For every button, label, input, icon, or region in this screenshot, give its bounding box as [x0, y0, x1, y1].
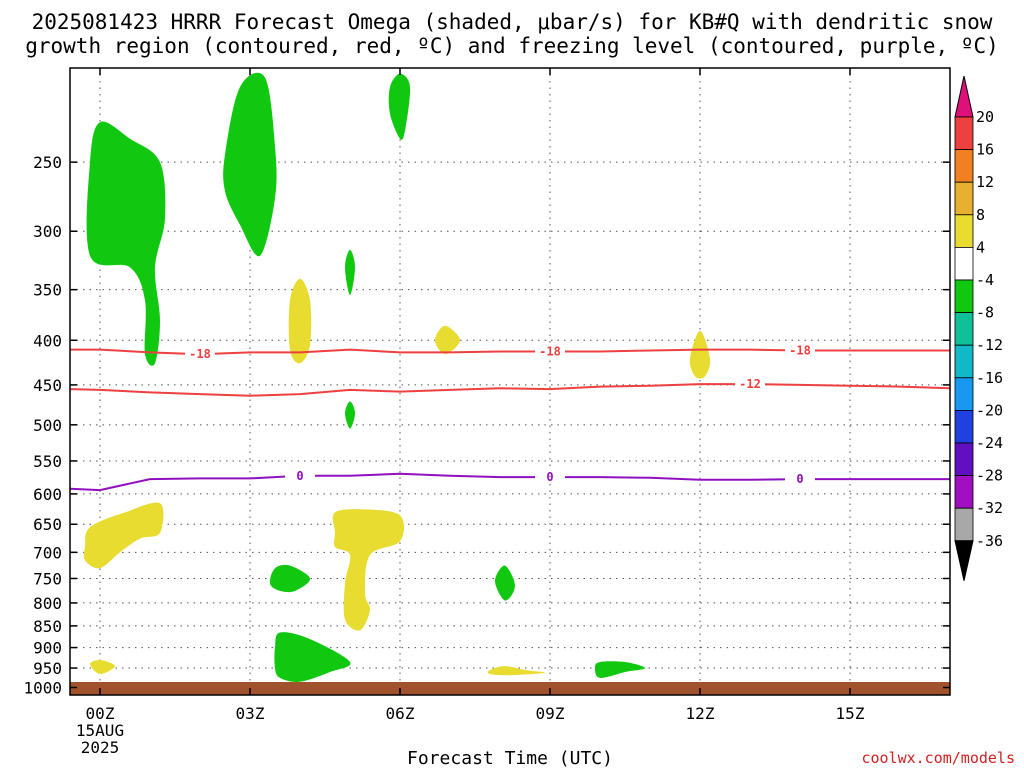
- x-tick-label: 12Z: [686, 704, 715, 723]
- y-tick-label: 800: [33, 594, 62, 613]
- x-tick-label: 03Z: [236, 704, 265, 723]
- colorbar-label: -28: [976, 467, 1003, 485]
- omega-shaded-region: [274, 632, 351, 682]
- colorbar-bin: [954, 409, 974, 444]
- colorbar: 20 16 12 8 4 -4 -8 -12 -16 -20 -24 -28 -32 -36: [954, 75, 1003, 581]
- colorbar-bin: [954, 279, 974, 313]
- contour-label: -12: [739, 377, 761, 391]
- y-axis-ticks: 250 300 350 400 450 500 550 600 650 700 750 800 850 9…: [23, 153, 950, 697]
- y-tick-label: 700: [33, 543, 62, 562]
- y-tick-label: 650: [33, 515, 62, 534]
- omega-shaded-region: [487, 666, 546, 676]
- omega-shaded-region: [435, 325, 460, 355]
- colorbar-bin: [954, 149, 974, 183]
- plot-frame: [69, 67, 951, 696]
- omega-shaded-region: [495, 565, 515, 601]
- colorbar-bin: [954, 312, 974, 346]
- y-tick-label: 250: [33, 153, 62, 172]
- colorbar-top-arrow: [954, 75, 974, 118]
- y-tick-label: 850: [33, 617, 62, 636]
- contour-label: 0: [546, 470, 553, 484]
- colorbar-bin: [954, 116, 974, 150]
- x-axis-label: Forecast Time (UTC): [407, 748, 613, 768]
- colorbar-bin: [954, 344, 974, 379]
- contour-label: 0: [796, 472, 803, 486]
- chart-title-line-2: growth region (contoured, red, ºC) and f…: [25, 34, 999, 58]
- colorbar-bin: [954, 181, 974, 216]
- colorbar-bin: [954, 377, 974, 411]
- y-tick-label: 950: [33, 659, 62, 678]
- contour-label: -18: [539, 344, 561, 358]
- contour-label-bg: [285, 467, 315, 483]
- omega-shaded-region: [83, 502, 164, 569]
- x-tick-label: 09Z: [536, 704, 565, 723]
- ground-surface: [70, 682, 950, 695]
- colorbar-bin: [954, 475, 974, 509]
- y-tick-label: 900: [33, 639, 62, 658]
- credit-text: coolwx.com/models: [861, 749, 1015, 767]
- contour-label-bg: [535, 469, 565, 485]
- colorbar-bin: [954, 214, 974, 248]
- colorbar-label: -4: [976, 271, 994, 289]
- y-tick-label: 300: [33, 222, 62, 241]
- colorbar-label: -8: [976, 304, 994, 322]
- x-tick-sublabel: 2025: [81, 738, 120, 757]
- omega-shaded-region: [223, 72, 277, 257]
- x-tick-sublabel: 15AUG: [76, 721, 124, 740]
- colorbar-bin: [954, 507, 974, 542]
- contour-label-bg: [785, 471, 815, 487]
- colorbar-bottom-arrow: [954, 540, 974, 581]
- colorbar-label: 20: [976, 108, 994, 126]
- omega-shaded-region: [288, 278, 312, 364]
- colorbar-label: -20: [976, 401, 1003, 419]
- y-tick-label: 400: [33, 331, 62, 350]
- colorbar-label: -16: [976, 369, 1003, 387]
- omega-shaded-region: [345, 249, 355, 295]
- y-tick-label: 350: [33, 281, 62, 300]
- contour-label: 0: [296, 469, 303, 483]
- y-tick-label: 600: [33, 485, 62, 504]
- x-tick-label: 15Z: [836, 704, 865, 723]
- omega-shaded-region: [90, 659, 115, 675]
- contour-label: -18: [189, 347, 211, 361]
- omega-shaded-region: [269, 564, 311, 593]
- colorbar-label: 16: [976, 141, 994, 159]
- contour-line--12: [69, 383, 951, 397]
- colorbar-bin: [954, 246, 974, 281]
- colorbar-label: 12: [976, 173, 994, 191]
- y-tick-label: 750: [33, 569, 62, 588]
- omega-shaded-region: [689, 330, 711, 379]
- contour-label: -18: [789, 344, 811, 358]
- chart-title-line-1: 2025081423 HRRR Forecast Omega (shaded, …: [32, 10, 993, 34]
- contour-label-bg: [785, 342, 815, 358]
- y-tick-label: 450: [33, 376, 62, 395]
- omega-shaded-region: [332, 509, 405, 631]
- colorbar-label: -24: [976, 434, 1003, 452]
- colorbar-label: 8: [976, 206, 985, 224]
- colorbar-label: -12: [976, 336, 1003, 354]
- temperature-contours: -18 -18 -18 -12 0 0 0: [69, 342, 951, 492]
- omega-shaded-region: [86, 121, 166, 366]
- omega-shaded-region: [345, 401, 355, 429]
- colorbar-label: 4: [976, 238, 985, 256]
- y-tick-label: 550: [33, 452, 62, 471]
- x-tick-label: 00Z: [86, 704, 115, 723]
- x-tick-label: 06Z: [386, 704, 415, 723]
- colorbar-label: -36: [976, 532, 1003, 550]
- contour-label-bg: [185, 346, 215, 362]
- colorbar-bin: [954, 442, 974, 476]
- y-tick-label: 500: [33, 416, 62, 435]
- contour-label-bg: [735, 376, 765, 392]
- y-tick-label: 1000: [23, 678, 62, 697]
- omega-shaded-region: [595, 661, 645, 678]
- contour-label-bg: [535, 343, 565, 359]
- omega-shaded-region: [388, 73, 411, 140]
- colorbar-label: -32: [976, 499, 1003, 517]
- omega-shading: [83, 72, 711, 682]
